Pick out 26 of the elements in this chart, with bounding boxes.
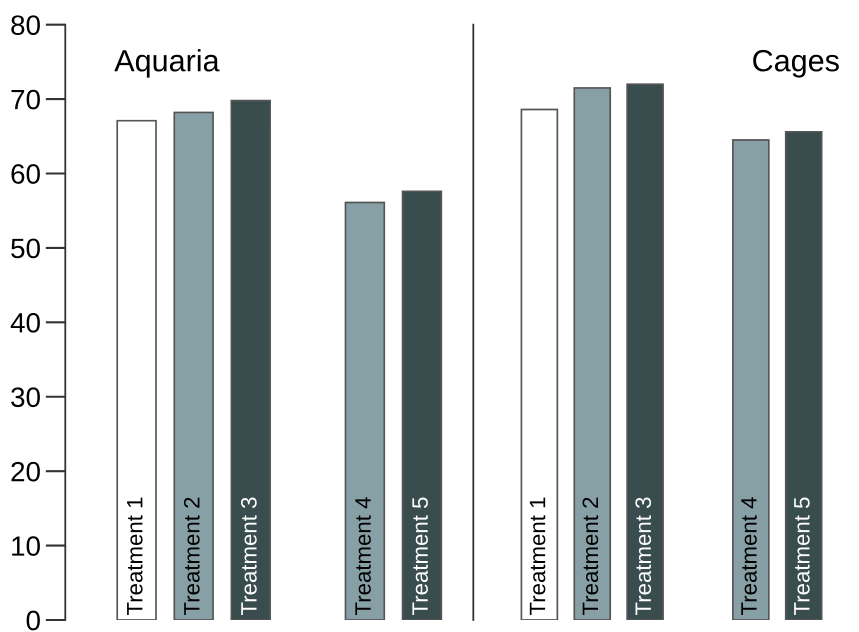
x-tick-label: Treatment 5 xyxy=(412,497,428,616)
bar xyxy=(344,202,386,620)
text: Aquaria xyxy=(114,49,220,78)
bar xyxy=(173,112,214,620)
x-tick-label: Treatment 2 xyxy=(184,498,200,616)
bar xyxy=(732,139,770,620)
y-tick-label: 20 xyxy=(11,462,40,482)
bar xyxy=(116,120,157,620)
x-tick-label: Treatment 4 xyxy=(355,497,371,616)
bar xyxy=(573,87,612,620)
bar xyxy=(520,108,558,620)
y-tick-label: 80 xyxy=(11,15,40,35)
y-tick-label: 0 xyxy=(26,610,40,630)
y-tick-label: 30 xyxy=(11,387,40,408)
x-tick-label: Treatment 1 xyxy=(127,498,143,616)
bar xyxy=(230,100,271,620)
y-tick-label: 40 xyxy=(10,312,40,333)
bar xyxy=(784,130,822,620)
bar xyxy=(402,190,442,620)
x-tick-label: Treatment 3 xyxy=(240,498,257,616)
y-tick-label: 50 xyxy=(11,238,40,258)
y-tick-label: 60 xyxy=(11,164,40,184)
y-tick-label: 70 xyxy=(12,90,40,110)
text: Cages xyxy=(753,50,839,78)
bar xyxy=(626,83,664,620)
y-tick-label: 10 xyxy=(12,536,40,556)
